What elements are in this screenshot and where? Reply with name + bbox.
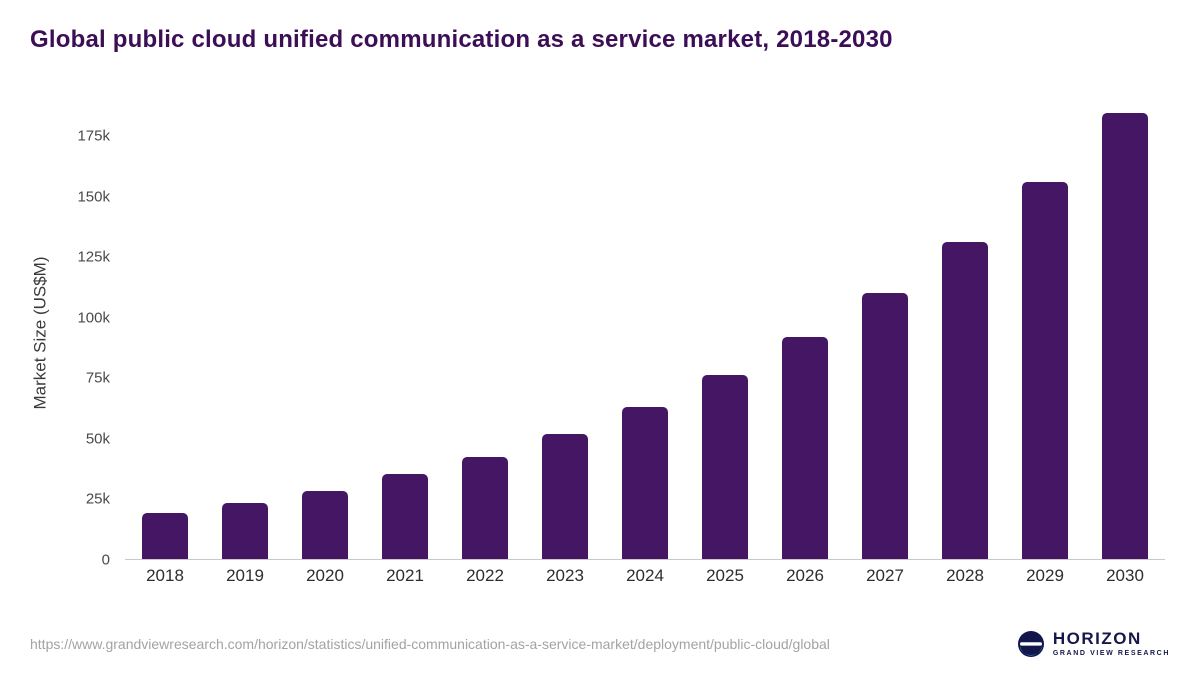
bar-column [525,100,605,559]
y-tick-label: 25k [85,490,110,508]
bar-column [845,100,925,559]
y-axis-title-text: Market Size (US$M) [31,255,50,410]
bar-column [1085,100,1165,559]
x-tick-label: 2026 [786,566,824,585]
logo-text-block: HORIZON GRAND VIEW RESEARCH [1053,630,1170,657]
x-tick-label: 2022 [466,566,504,585]
bar [382,474,428,559]
horizon-circle-logo-icon [1017,630,1044,657]
bar-column [765,100,845,559]
bar [542,433,588,559]
x-tick-label: 2021 [386,566,424,585]
bar-column [125,100,205,559]
x-axis-labels: 2018 2019 2020 2021 2022 2023 2024 2025 2026 2027… [125,566,1165,586]
x-tick-label: 2025 [706,566,744,585]
bars-row [125,100,1165,559]
y-tick-label: 50k [85,430,110,448]
plot-wrap [125,100,1165,560]
bar-column [445,100,525,559]
y-axis-ticks: 0 25k 50k 75k 100k 125k 150k 175k [60,100,118,569]
logo-subtitle: GRAND VIEW RESEARCH [1052,650,1170,657]
x-tick-label: 2027 [866,566,904,585]
bar-column [925,100,1005,559]
x-tick-label: 2028 [946,566,984,585]
bar [622,407,668,559]
bar-column [1005,100,1085,559]
bar [862,293,908,559]
y-tick-label: 0 [101,551,110,569]
plot-area [125,100,1165,560]
horizon-logo: HORIZON GRAND VIEW RESEARCH [1017,630,1170,657]
bar [142,512,188,559]
x-tick-label: 2020 [306,566,344,585]
chart-title: Global public cloud unified communicatio… [30,26,893,53]
bar-column [205,100,285,559]
bar [1022,181,1068,559]
logo-name: HORIZON [1052,629,1142,648]
bar [462,456,508,559]
x-tick-label: 2029 [1026,566,1064,585]
x-tick-label: 2023 [546,566,584,585]
x-tick-label: 2019 [226,566,264,585]
bar [302,490,348,559]
x-tick-label: 2018 [146,566,184,585]
x-tick-label: 2024 [626,566,664,585]
bar [222,502,268,559]
y-tick-label: 150k [77,188,110,206]
bar-column [285,100,365,559]
bar [782,337,828,559]
source-url: https://www.grandviewresearch.com/horizo… [30,635,830,652]
bar [942,241,988,559]
footer: https://www.grandviewresearch.com/horizo… [30,630,1170,657]
y-tick-label: 175k [77,127,110,145]
bar-column [365,100,445,559]
y-axis-title: Market Size (US$M) [28,105,54,560]
y-tick-label: 100k [77,309,110,327]
bar [1102,112,1148,559]
bar [702,375,748,559]
bar-column [605,100,685,559]
y-tick-label: 125k [77,248,110,266]
bar-column [685,100,765,559]
x-tick-label: 2030 [1106,566,1144,585]
y-tick-label: 75k [85,369,110,387]
